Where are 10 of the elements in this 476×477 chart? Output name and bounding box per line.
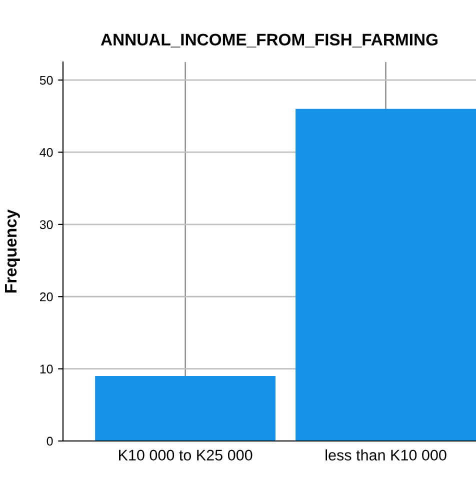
y-tick-label: 40 [40,148,53,157]
x-tick-label: less than K10 000 [326,449,446,461]
y-tick-label: 20 [40,292,53,302]
y-axis-title: Frequency [5,209,20,293]
chart-title: ANNUAL_INCOME_FROM_FISH_FARMING [100,34,438,48]
y-tick-label: 0 [46,436,53,446]
y-tick-label: 10 [40,364,53,374]
x-tick-label: K10 000 to K25 000 [119,450,252,461]
y-tick-label: 30 [40,220,53,230]
y-tick-label: 50 [40,76,53,85]
